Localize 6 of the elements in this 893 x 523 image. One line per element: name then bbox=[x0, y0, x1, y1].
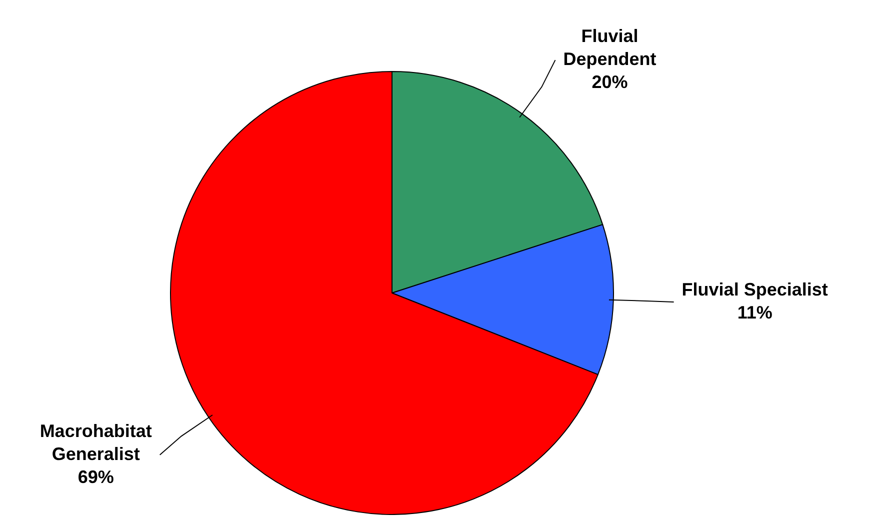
data-label: 20% bbox=[592, 72, 628, 92]
slice-label: Fluvial Dependent bbox=[563, 26, 656, 70]
slice-label: Fluvial Specialist bbox=[682, 280, 828, 300]
slice-label: Macrohabitat Generalist bbox=[40, 420, 152, 464]
data-label: 69% bbox=[78, 466, 114, 487]
data-label: 11% bbox=[737, 302, 772, 323]
